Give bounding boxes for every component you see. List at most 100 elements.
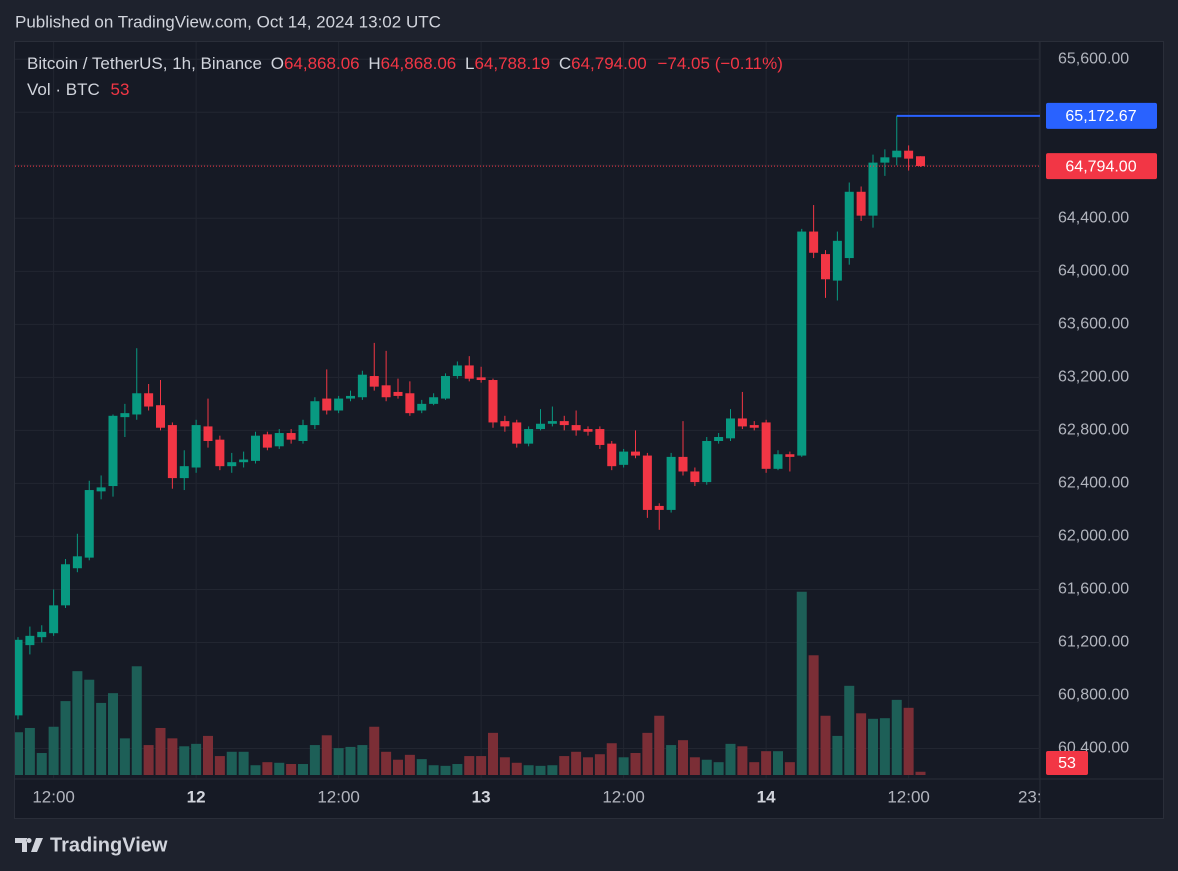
candle-body: [144, 393, 154, 407]
volume-bar: [773, 751, 783, 775]
y-tick-label: 64,400.00: [1058, 210, 1129, 227]
volume-bar: [357, 745, 368, 775]
candle-body: [381, 385, 391, 398]
candle-body: [880, 157, 890, 163]
candle-body: [737, 418, 747, 427]
last-price-tag: [1046, 153, 1157, 180]
symbol: Bitcoin / TetherUS, 1h, Binance: [27, 54, 262, 73]
candle-body: [607, 443, 617, 467]
volume-bar: [155, 727, 166, 775]
candle-body: [832, 240, 842, 281]
candle-body: [298, 425, 308, 441]
volume-bar: [820, 715, 831, 775]
volume-bar: [36, 753, 47, 775]
volume-bar: [179, 746, 190, 775]
candle-body: [631, 451, 640, 456]
y-tick-label: 62,000.00: [1058, 528, 1129, 545]
high-tag-label: 65,172.67: [1065, 108, 1136, 125]
volume-bar: [203, 735, 213, 775]
y-tick-label: 64,000.00: [1058, 263, 1129, 280]
y-tick-label: 61,200.00: [1058, 634, 1129, 651]
candle-body: [286, 433, 296, 440]
last-price-label: 64,794.00: [1065, 158, 1136, 175]
candle-body: [167, 425, 177, 479]
candle-body: [15, 639, 23, 716]
volume-bar: [701, 759, 712, 775]
y-tick-label: 65,600.00: [1058, 50, 1129, 67]
volume-bar: [761, 751, 772, 775]
volume-bar: [666, 745, 677, 775]
volume-bar: [191, 743, 202, 775]
volume-bar: [630, 753, 641, 775]
candle-body: [108, 415, 118, 487]
high-tag: [1046, 102, 1157, 129]
candle-body: [512, 422, 522, 444]
vol-value: 53: [110, 80, 129, 99]
volume-bar: [713, 762, 724, 775]
candle-body: [797, 231, 807, 456]
candle-body: [417, 403, 427, 411]
volume-bar: [298, 764, 308, 775]
candle-body: [761, 422, 771, 469]
volume-bar: [214, 756, 225, 775]
volume-bar: [725, 743, 736, 775]
low: 64,788.19: [474, 54, 550, 73]
volume-bar: [678, 740, 688, 775]
volume-bar: [333, 748, 344, 775]
volume-bar: [832, 735, 843, 775]
candle-body: [464, 365, 474, 379]
volume-bar: [796, 591, 807, 775]
h-key: H: [368, 54, 380, 73]
volume-bar: [345, 746, 356, 775]
candle-body: [25, 635, 35, 646]
volume-bar: [737, 746, 748, 775]
candle-body: [809, 231, 819, 253]
candle-body: [821, 254, 830, 280]
volume-bar: [131, 666, 142, 775]
vol-key: Vol · BTC: [27, 80, 100, 99]
y-tick-label: 62,400.00: [1058, 475, 1129, 492]
volume-bar: [749, 762, 760, 775]
candle-body: [642, 455, 652, 510]
candle-body: [666, 456, 676, 510]
volume-bar: [808, 655, 819, 775]
candle-body: [156, 405, 165, 428]
candle-body: [726, 418, 735, 439]
volume-bar: [321, 735, 332, 775]
candle-body: [547, 421, 557, 424]
candle-body: [678, 456, 688, 472]
candle-body: [179, 466, 189, 479]
candle-body: [714, 437, 724, 441]
candle-body: [262, 434, 272, 448]
candle-body: [251, 435, 260, 461]
candle-body: [405, 393, 415, 414]
candle-body: [393, 391, 403, 396]
candle-body: [203, 426, 213, 441]
x-tick-label: 12:00: [887, 787, 930, 806]
brand-logo: [15, 838, 43, 852]
volume-bar: [143, 745, 154, 775]
volume-bar: [689, 757, 700, 775]
x-tick-label: 14: [757, 787, 776, 806]
plot: [15, 114, 1040, 775]
published: Published on TradingView.com, Oct 14, 20…: [15, 12, 441, 31]
candle-body: [346, 395, 355, 399]
volume-bar: [238, 751, 249, 775]
x-tick-label: 12:00: [32, 787, 75, 806]
volume-bar: [48, 726, 59, 775]
candle-body: [785, 454, 795, 457]
y-tick-label: 62,800.00: [1058, 422, 1129, 439]
candle-body: [856, 191, 866, 216]
volume-bar: [226, 751, 237, 775]
brand: TradingView: [50, 834, 168, 856]
volume-bar: [250, 765, 261, 775]
volume-bar: [381, 751, 392, 775]
volume-bar: [583, 757, 593, 775]
volume-bar: [452, 764, 463, 775]
open: 64,868.06: [284, 54, 360, 73]
candle-body: [571, 425, 581, 431]
volume-bar: [654, 715, 665, 775]
volume-bar: [108, 693, 118, 775]
volume-bar: [464, 756, 475, 775]
